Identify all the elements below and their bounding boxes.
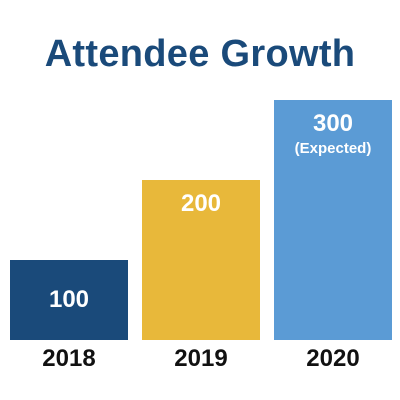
data-label-annotation: (Expected) <box>294 140 372 157</box>
data-label-2020: 300 (Expected) <box>274 110 392 157</box>
data-label-value: 100 <box>48 286 90 313</box>
data-label-2018: 100 <box>10 288 128 312</box>
x-tick-label-2019: 2019 <box>174 345 228 372</box>
bar-2020 <box>274 100 392 340</box>
bar-2019 <box>142 180 260 340</box>
data-label-value: 300 <box>312 110 354 137</box>
chart-title: Attendee Growth <box>44 33 356 75</box>
x-tick-label-2018: 2018 <box>42 345 96 372</box>
data-label-value: 200 <box>180 190 222 217</box>
data-label-2019: 200 <box>142 192 260 216</box>
bar-2018 <box>10 260 128 340</box>
x-tick-label-2020: 2020 <box>306 345 360 372</box>
